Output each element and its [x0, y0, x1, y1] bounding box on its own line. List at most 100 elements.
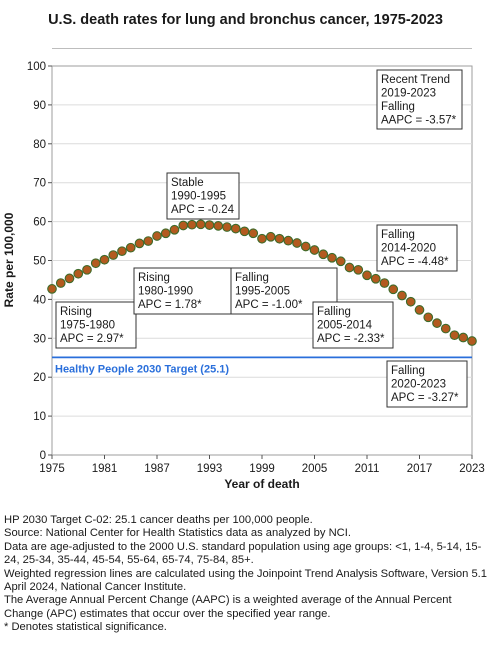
data-point — [432, 318, 442, 328]
data-point — [344, 262, 355, 273]
y-tick-label: 40 — [33, 294, 46, 306]
footnote-line: Weighted regression lines are calculated… — [4, 567, 487, 594]
x-axis-ticks: 1975 1981 1987 1993 1999 2005 2011 2017 2023 — [39, 455, 485, 475]
annotation-line: APC = -1.00* — [235, 299, 303, 311]
annotation-line: AAPC = -3.57* — [381, 115, 457, 127]
annotation-line: 1995-2005 — [235, 286, 290, 298]
y-axis-ticks: 0 10 20 30 40 50 60 70 80 90 100 — [27, 61, 52, 462]
chart-title: U.S. death rates for lung and bronchus c… — [48, 12, 443, 28]
data-point — [458, 332, 469, 343]
y-tick-label: 60 — [33, 217, 46, 229]
x-tick-label: 1993 — [197, 463, 223, 475]
annotation-line: APC = 1.78* — [138, 299, 202, 311]
annotation-line: Recent Trend — [381, 74, 450, 86]
annotation-line: Falling — [235, 272, 269, 284]
annotation-frame — [133, 267, 241, 315]
footnote-line: Data are age-adjusted to the 2000 U.S. s… — [4, 540, 482, 567]
annotation-line: Rising — [60, 306, 92, 318]
data-point — [178, 220, 189, 231]
data-point — [99, 254, 110, 265]
data-point — [405, 296, 416, 307]
x-tick-label: 1987 — [144, 463, 170, 475]
data-point — [73, 268, 84, 279]
footnote-line: The Average Annual Percent Change (AAPC)… — [4, 594, 452, 620]
x-tick-label: 2005 — [302, 463, 328, 475]
data-point — [222, 222, 232, 232]
data-point — [204, 220, 215, 230]
annotation-frame — [312, 301, 394, 349]
annotation-frame — [166, 172, 240, 220]
target-line-group: Healthy People 2030 Target (25.1) — [52, 356, 472, 375]
data-point — [309, 245, 320, 255]
y-tick-label: 80 — [33, 139, 46, 151]
x-axis-title: Year of death — [224, 477, 299, 491]
target-label: Healthy People 2030 Target (25.1) — [55, 363, 229, 375]
annotation-frame — [376, 224, 458, 272]
footnote-line: * Denotes statistical significance. — [4, 621, 167, 634]
annotation-line: APC = 2.97* — [60, 333, 124, 345]
data-point — [64, 273, 75, 284]
annotation-line: APC = -3.27* — [391, 392, 459, 404]
data-point — [449, 330, 460, 341]
data-point — [248, 228, 259, 239]
data-point — [283, 235, 294, 246]
data-point — [379, 278, 390, 288]
y-tick-label: 10 — [33, 411, 46, 423]
data-point — [335, 256, 346, 267]
data-points — [47, 219, 477, 346]
data-point — [125, 242, 136, 253]
annotation-line: 2005-2014 — [317, 320, 373, 332]
annotation-line: Falling — [381, 229, 415, 241]
x-tick-label: 2011 — [355, 463, 380, 475]
y-axis-title: Rate per 100,000 — [2, 212, 16, 307]
data-point — [134, 238, 145, 249]
annotation-line: APC = -0.24 — [171, 204, 235, 216]
data-point — [169, 224, 180, 235]
annotation-frame — [386, 360, 468, 408]
annotation-line: Rising — [138, 272, 170, 284]
data-point — [292, 238, 302, 248]
data-point — [397, 290, 407, 301]
data-point — [117, 246, 127, 257]
annotation-line: Falling — [317, 306, 351, 318]
data-point — [440, 323, 451, 334]
data-point — [213, 221, 224, 231]
data-point — [414, 305, 425, 315]
title-divider — [52, 48, 472, 49]
data-point — [55, 278, 66, 288]
data-point — [370, 273, 381, 284]
y-tick-label: 0 — [40, 450, 46, 462]
data-point — [327, 252, 337, 263]
data-point — [195, 219, 206, 230]
y-tick-label: 100 — [27, 61, 46, 73]
data-point — [274, 233, 285, 244]
annotation-line: 1975-1980 — [60, 320, 115, 332]
x-tick-label: 1981 — [92, 463, 118, 475]
footnote-line: HP 2030 Target C-02: 25.1 cancer deaths … — [4, 514, 313, 526]
annotation-line: 2014-2020 — [381, 243, 436, 255]
annotation-frame — [376, 69, 463, 130]
data-point — [318, 249, 329, 260]
data-point — [160, 228, 171, 239]
annotation-line: Falling — [381, 101, 415, 113]
data-point — [362, 270, 372, 281]
y-tick-label: 30 — [33, 333, 46, 345]
data-point — [423, 312, 434, 323]
annotation-line: 1980-1990 — [138, 286, 193, 298]
data-point — [388, 284, 399, 295]
data-point — [239, 226, 250, 237]
data-point — [257, 233, 267, 244]
data-point — [82, 264, 92, 275]
data-point — [467, 336, 477, 346]
data-point — [187, 219, 197, 230]
data-point — [353, 264, 364, 275]
annotation-line: 1990-1995 — [171, 191, 226, 203]
